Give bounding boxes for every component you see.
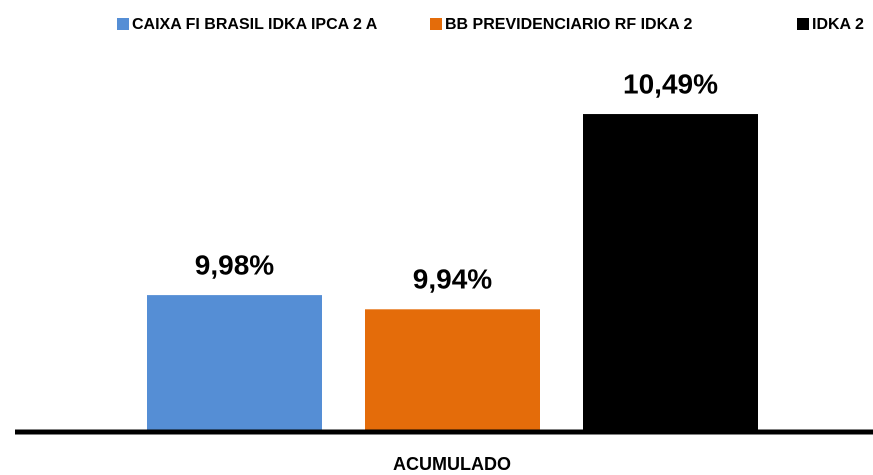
legend-label: IDKA 2 <box>812 16 864 33</box>
data-label: 9,98% <box>195 249 274 280</box>
bar <box>365 309 540 430</box>
legend-swatch <box>797 18 809 30</box>
legend-label: BB PREVIDENCIARIO RF IDKA 2 <box>445 16 693 33</box>
legend-swatch <box>117 18 129 30</box>
bar <box>147 295 322 430</box>
data-label: 9,94% <box>413 264 492 295</box>
data-label: 10,49% <box>623 68 718 99</box>
legend-label: CAIXA FI BRASIL IDKA IPCA 2 A <box>132 16 378 33</box>
bar <box>583 114 758 431</box>
legend-swatch <box>430 18 442 30</box>
x-tick-label: ACUMULADO <box>393 454 511 474</box>
